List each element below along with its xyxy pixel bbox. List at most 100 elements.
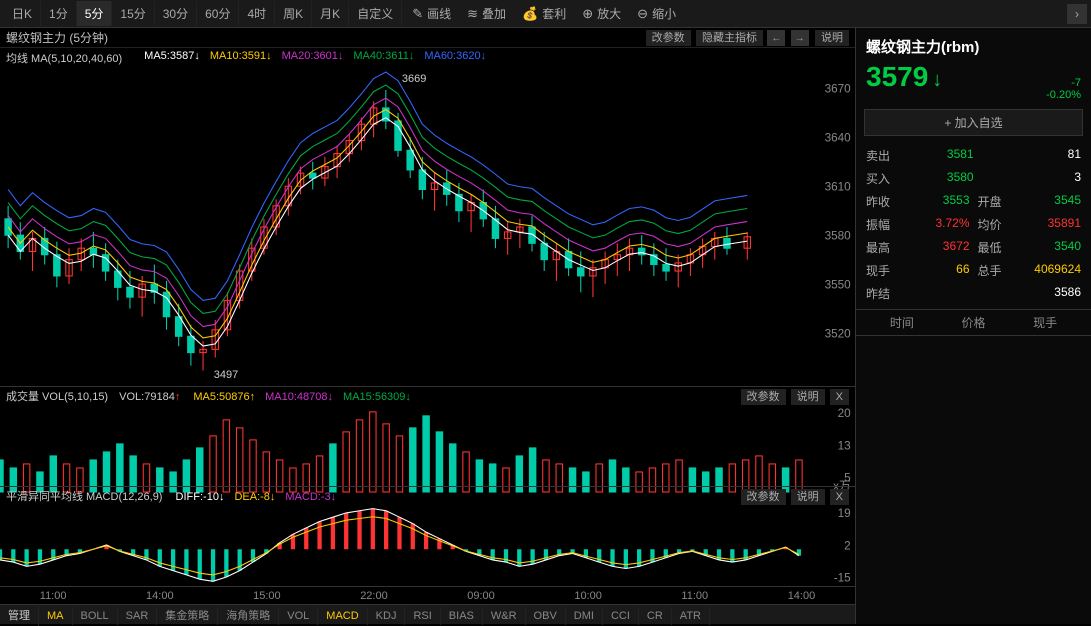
trade-log-header: 时间 价格 现手 (856, 309, 1091, 336)
timeframe-30分[interactable]: 30分 (155, 1, 197, 26)
manage-tab[interactable]: 管理 (0, 604, 39, 626)
macd-params-button[interactable]: 改参数 (741, 489, 786, 505)
symbol-title: 螺纹钢主力(rbm) (856, 28, 1091, 61)
volume-header: 成交量 VOL(5,10,15) VOL:79184↑ MA5:50876↑MA… (0, 387, 855, 405)
peak-label: 3669 (402, 73, 426, 85)
vol-ma-item: MA15:56309↓ (343, 391, 411, 403)
indicator-tab-BOLL[interactable]: BOLL (73, 607, 118, 625)
indicator-tab-CR[interactable]: CR (639, 607, 672, 625)
ma-legend-label: 均线 MA(5,10,20,40,60) (6, 50, 122, 66)
timeframe-60分[interactable]: 60分 (197, 1, 239, 26)
vol-close-button[interactable]: X (830, 389, 849, 405)
ma-legend-item: MA5:3587↓ (144, 50, 200, 62)
tool-套利[interactable]: 💰套利 (514, 1, 574, 26)
svg-text:2: 2 (844, 539, 851, 552)
svg-text:3670: 3670 (825, 83, 852, 96)
indicator-tab-OBV[interactable]: OBV (526, 607, 566, 625)
vol-params-button[interactable]: 改参数 (741, 389, 786, 405)
macd-chart[interactable]: 192-15 (0, 505, 855, 594)
add-watchlist-button[interactable]: + 加入自选 (864, 109, 1083, 136)
toolbar-next-arrow[interactable]: › (1067, 4, 1087, 24)
side-panel: 螺纹钢主力(rbm) 3579 ↓ -7 -0.20% + 加入自选 卖出358… (856, 28, 1091, 624)
tool-放大[interactable]: ⊕放大 (574, 1, 629, 26)
volume-section: 成交量 VOL(5,10,15) VOL:79184↑ MA5:50876↑MA… (0, 386, 855, 486)
svg-text:3610: 3610 (825, 180, 852, 193)
indicator-tab-ATR[interactable]: ATR (672, 607, 710, 625)
price-row: 3579 ↓ -7 -0.20% (856, 61, 1091, 109)
timeframe-5分[interactable]: 5分 (77, 1, 113, 26)
timeframe-月K[interactable]: 月K (312, 1, 349, 26)
indicator-tab-BIAS[interactable]: BIAS (441, 607, 483, 625)
svg-text:20: 20 (838, 407, 852, 420)
indicator-tab-MA[interactable]: MA (39, 607, 73, 625)
macd-svg: 192-15 (0, 505, 855, 594)
vol-ma-item: MA10:48708↓ (265, 391, 333, 403)
svg-text:13: 13 (838, 439, 852, 452)
tool-icon: ✎ (412, 6, 423, 22)
indicator-tab-RSI[interactable]: RSI (405, 607, 440, 625)
macd-section: 平滑异同平均线 MACD(12,26,9) DIFF:-10↓DEA:-8↓MA… (0, 486, 855, 586)
macd-close-button[interactable]: X (830, 489, 849, 505)
quote-row: 振幅3.72%均价35891 (866, 213, 1081, 236)
quote-row: 最高3672最低3540 (866, 236, 1081, 259)
quote-row: 买入35803 (866, 167, 1081, 190)
indicator-tab-VOL[interactable]: VOL (279, 607, 318, 625)
indicator-tab-KDJ[interactable]: KDJ (368, 607, 406, 625)
help-button[interactable]: 说明 (815, 30, 849, 46)
ma-legend-item: MA20:3601↓ (282, 50, 344, 62)
svg-text:3520: 3520 (825, 327, 852, 340)
tool-缩小[interactable]: ⊖缩小 (629, 1, 684, 26)
macd-item: DIFF:-10↓ (176, 491, 225, 503)
change-value: -7 (1046, 77, 1081, 89)
ma-legend-item: MA60:3620↓ (424, 50, 486, 62)
trade-col-vol: 现手 (1009, 314, 1081, 331)
chart-column: 螺纹钢主力 (5分钟) 改参数 隐藏主指标 ← → 说明 均线 MA(5,10,… (0, 28, 856, 624)
indicator-tab-DMI[interactable]: DMI (566, 607, 603, 625)
vol-help-button[interactable]: 说明 (791, 389, 825, 405)
ma-legend-item: MA10:3591↓ (210, 50, 272, 62)
volume-value: VOL:79184↑ (119, 391, 180, 403)
chart-next-button[interactable]: → (791, 30, 809, 46)
top-toolbar: 日K1分5分15分30分60分4时周K月K自定义 ✎画线≋叠加💰套利⊕放大⊖缩小… (0, 0, 1091, 28)
tool-画线[interactable]: ✎画线 (404, 1, 459, 26)
quote-row: 昨结3586 (866, 282, 1081, 305)
timeframe-15分[interactable]: 15分 (112, 1, 154, 26)
quote-table: 卖出358181买入35803昨收3553开盘3545振幅3.72%均价3589… (856, 144, 1091, 305)
ma-legend-item: MA40:3611↓ (353, 50, 414, 62)
tool-icon: ⊖ (637, 6, 648, 22)
vol-ma-item: MA5:50876↑ (193, 391, 255, 403)
ma-legend: 均线 MA(5,10,20,40,60) MA5:3587↓ MA10:3591↓… (0, 48, 855, 68)
tool-icon: 💰 (522, 6, 538, 22)
quote-row: 卖出358181 (866, 144, 1081, 167)
indicator-tab-MACD[interactable]: MACD (318, 607, 367, 625)
timeframe-日K[interactable]: 日K (4, 1, 41, 26)
chart-header: 螺纹钢主力 (5分钟) 改参数 隐藏主指标 ← → 说明 (0, 28, 855, 48)
indicator-tab-海角策略[interactable]: 海角策略 (218, 607, 279, 625)
timeframe-group: 日K1分5分15分30分60分4时周K月K自定义 (4, 1, 402, 26)
indicator-tab-W&R[interactable]: W&R (483, 607, 526, 625)
timeframe-自定义[interactable]: 自定义 (349, 1, 402, 26)
indicator-tab-CCI[interactable]: CCI (603, 607, 639, 625)
indicator-tabs: 管理 MABOLLSAR集金策略海角策略VOLMACDKDJRSIBIASW&R… (0, 604, 855, 624)
trough-label: 3497 (214, 369, 238, 381)
macd-header: 平滑异同平均线 MACD(12,26,9) DIFF:-10↓DEA:-8↓MA… (0, 487, 855, 505)
chart-prev-button[interactable]: ← (767, 30, 785, 46)
volume-chart[interactable]: 20135x万 (0, 405, 855, 494)
main-chart[interactable]: 367036403610358035503520 3669 3497 (0, 68, 855, 386)
params-button[interactable]: 改参数 (646, 30, 691, 46)
current-price: 3579 (866, 61, 928, 93)
chart-header-controls: 改参数 隐藏主指标 ← → 说明 (644, 29, 849, 47)
macd-help-button[interactable]: 说明 (791, 489, 825, 505)
change-percent: -0.20% (1046, 89, 1081, 101)
indicator-tab-SAR[interactable]: SAR (118, 607, 158, 625)
hide-indicator-button[interactable]: 隐藏主指标 (696, 30, 763, 46)
candlestick-svg: 367036403610358035503520 (0, 68, 855, 386)
tool-叠加[interactable]: ≋叠加 (459, 1, 514, 26)
timeframe-周K[interactable]: 周K (275, 1, 312, 26)
macd-label: 平滑异同平均线 MACD(12,26,9) (6, 491, 162, 503)
indicator-tab-集金策略[interactable]: 集金策略 (157, 607, 218, 625)
timeframe-4时[interactable]: 4时 (239, 1, 275, 26)
timeframe-1分[interactable]: 1分 (41, 1, 77, 26)
svg-text:-15: -15 (834, 571, 851, 584)
tools-group: ✎画线≋叠加💰套利⊕放大⊖缩小 (404, 1, 684, 26)
